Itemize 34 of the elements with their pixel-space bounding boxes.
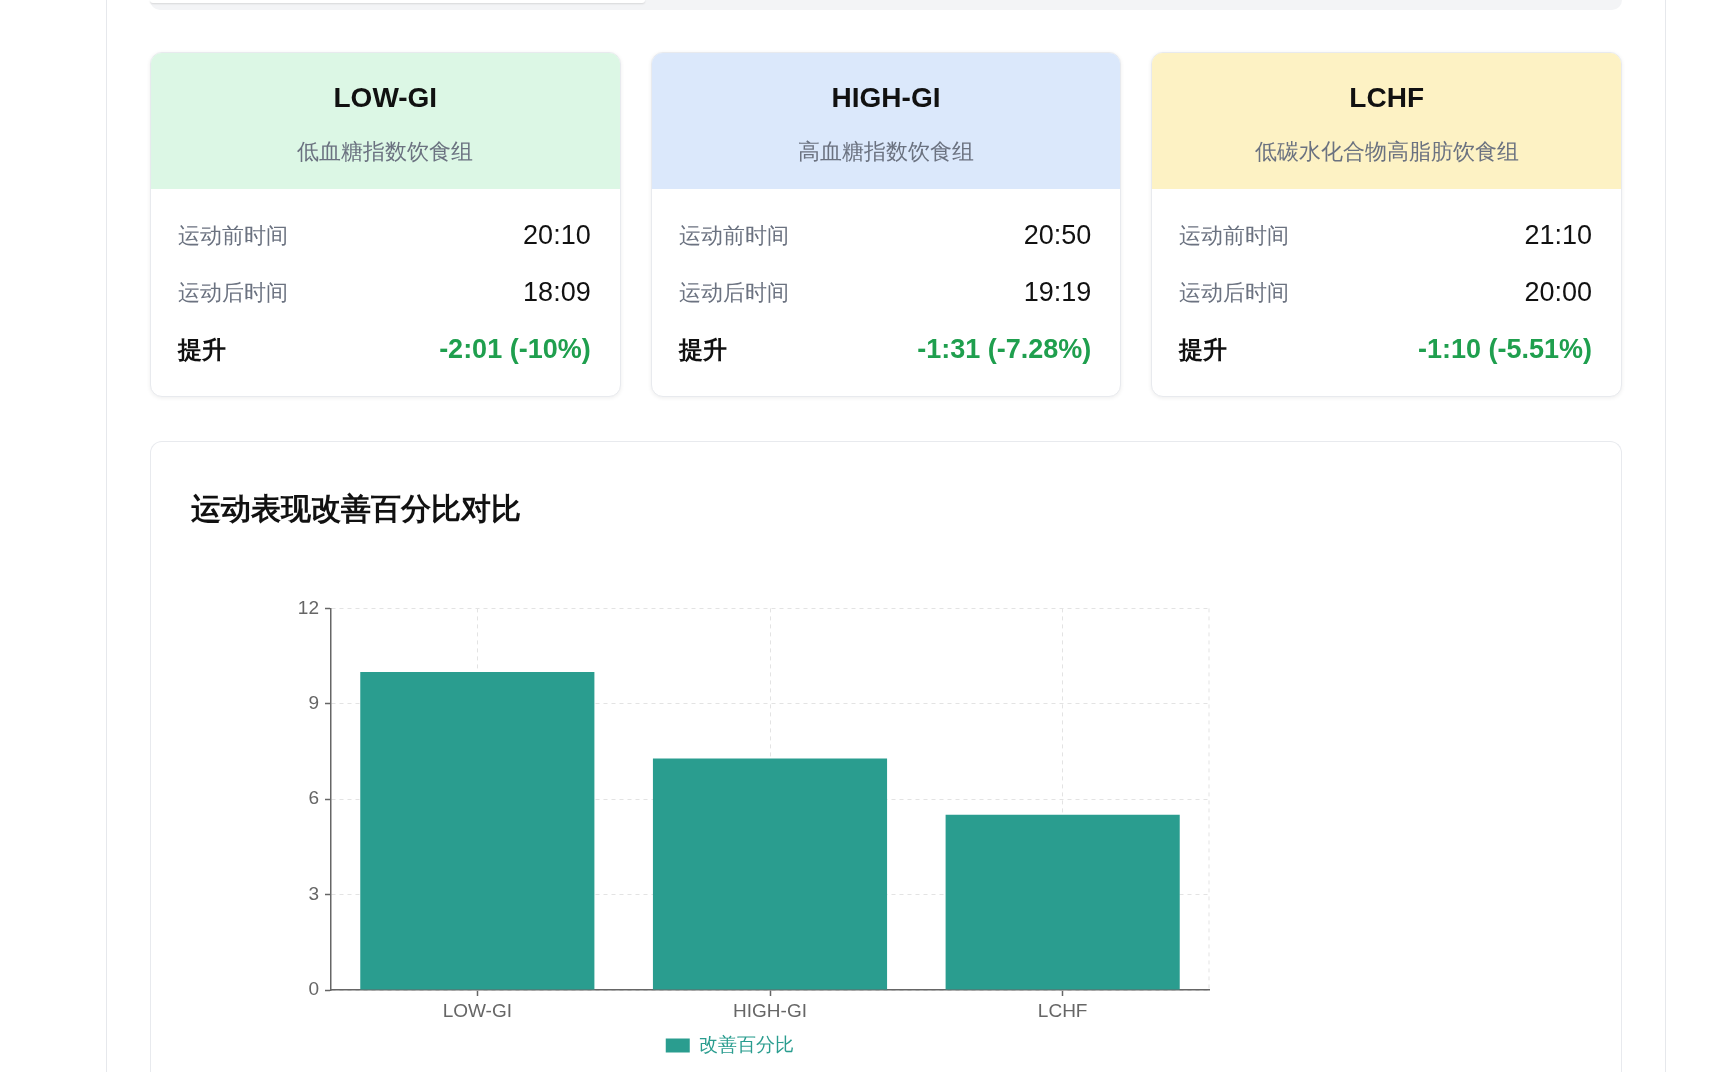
text: 提升 (1179, 334, 1228, 365)
y-tick-label: 9 (308, 692, 319, 714)
text: HIGH-GI (830, 81, 942, 115)
text: 提升 (678, 334, 727, 365)
text: 高血糖指数饮食组 (797, 138, 975, 166)
text: LOW-GI (332, 81, 439, 115)
text: 运动前时间 (1179, 221, 1290, 250)
text: 18:09 (523, 277, 591, 308)
y-tick-label: 3 (308, 882, 319, 904)
text: 运动前时间 (678, 221, 789, 250)
y-tick-label: 0 (308, 978, 319, 1000)
text: 20:50 (1023, 220, 1092, 251)
text: 运动后时间 (178, 278, 288, 307)
chart-title: 运动表现改善百分比对比 (191, 491, 521, 527)
text: 低碳水化合物高脂肪饮食组 (1253, 138, 1520, 166)
text: 21:10 (1524, 220, 1593, 251)
x-tick-label: HIGH-GI (733, 999, 807, 1021)
y-tick-label: 12 (297, 596, 319, 618)
text: 低血糖指数饮食组 (296, 138, 475, 166)
text: -2:01 (-10%) (439, 334, 591, 365)
text: LCHF (1348, 81, 1425, 115)
text: 运动后时间 (1179, 278, 1290, 307)
x-tick-label: LCHF (1037, 999, 1088, 1021)
text: 运动前时间 (178, 221, 288, 250)
text: 20:00 (1524, 277, 1593, 308)
y-tick-label: 6 (308, 787, 319, 809)
text: 提升 (178, 334, 226, 365)
legend-label: 改善百分比 (699, 1033, 795, 1055)
text: 20:10 (523, 220, 591, 251)
text: -1:10 (-5.51%) (1417, 334, 1593, 365)
text: -1:31 (-7.28%) (917, 334, 1092, 365)
x-tick-label: LOW-GI (442, 999, 512, 1021)
text: 运动后时间 (678, 278, 789, 307)
text: 19:19 (1023, 277, 1092, 308)
